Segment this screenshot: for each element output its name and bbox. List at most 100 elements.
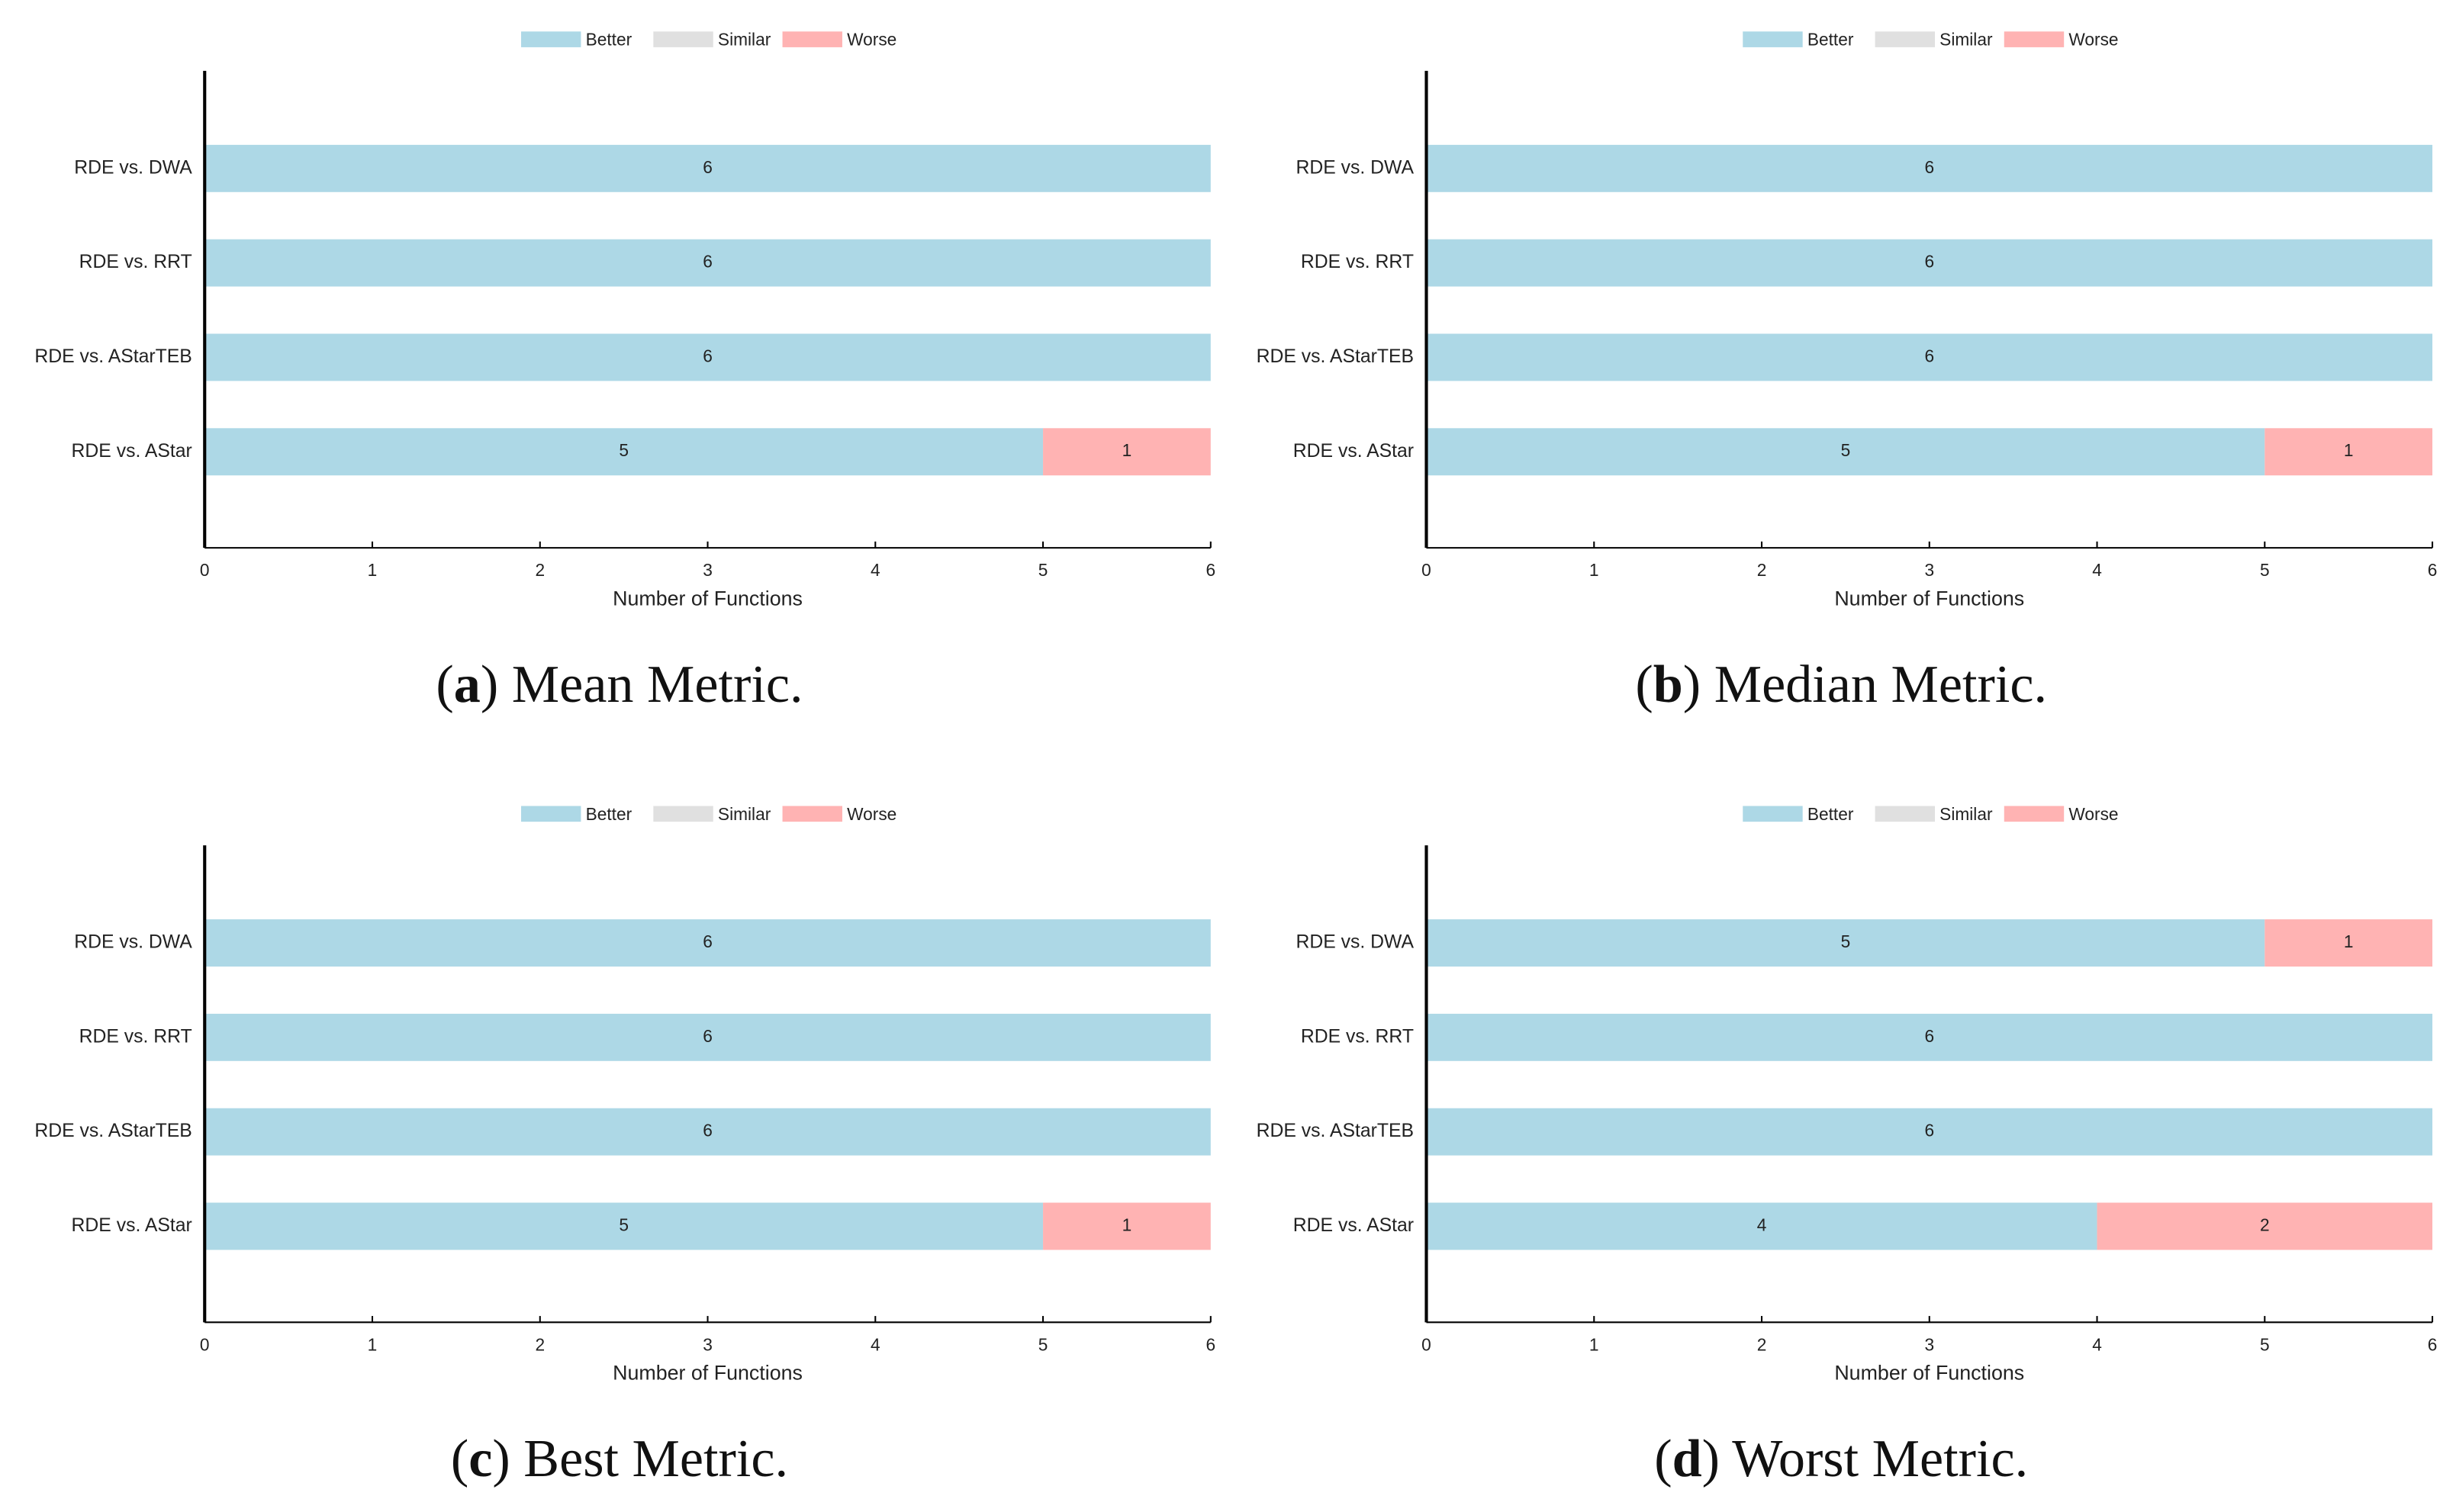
caption-label: b	[1653, 655, 1683, 714]
value-label: 6	[703, 1026, 713, 1046]
legend-label: Similar	[718, 804, 771, 824]
legend-label: Similar	[1939, 804, 1993, 824]
caption-label: c	[468, 1429, 492, 1488]
panel: Better Similar Worse RDE vs. DWA 5 1 RDE vs. R…	[1257, 804, 2438, 1488]
x-tick-label: 2	[535, 1334, 545, 1354]
value-label: 6	[1924, 346, 1934, 365]
caption: (c) Best Metric.	[451, 1429, 788, 1488]
x-tick-label: 6	[2428, 1334, 2438, 1354]
bar-segment	[2264, 919, 2433, 967]
legend-label: Better	[1807, 804, 1854, 824]
bar-segment	[1426, 1108, 2433, 1156]
value-label: 1	[2344, 931, 2354, 951]
x-tick-label: 5	[1038, 1334, 1048, 1354]
x-tick-label: 1	[1589, 1334, 1599, 1354]
value-label: 6	[703, 1121, 713, 1140]
caption-open: (	[451, 1429, 468, 1488]
y-tick-label: RDE vs. AStar	[72, 441, 192, 462]
caption: (a) Mean Metric.	[436, 655, 803, 714]
x-tick-label: 2	[1757, 1334, 1767, 1354]
x-tick-label: 5	[1038, 560, 1048, 580]
x-axis-label: Number of Functions	[1834, 587, 2024, 610]
value-label: 4	[1757, 1214, 1767, 1234]
y-tick-label: RDE vs. DWA	[1296, 932, 1415, 953]
caption-open: (	[1635, 655, 1653, 714]
caption-label: d	[1672, 1429, 1702, 1488]
bar-segment	[1426, 428, 2265, 476]
caption-text: ) Median Metric.	[1683, 655, 2047, 714]
panel: Better Similar Worse RDE vs. DWA 6 RDE vs. RR…	[34, 804, 1215, 1488]
bar-segment	[204, 428, 1044, 476]
x-tick-label: 5	[2260, 560, 2270, 580]
legend-swatch	[1875, 31, 1935, 47]
x-tick-label: 4	[871, 1334, 880, 1354]
x-tick-label: 1	[368, 1334, 378, 1354]
bar-segment	[1426, 1013, 2433, 1061]
value-label: 5	[1841, 931, 1851, 951]
x-tick-label: 0	[200, 560, 210, 580]
legend-label: Worse	[847, 30, 896, 50]
bar-segment	[1043, 428, 1211, 476]
caption: (d) Worst Metric.	[1654, 1429, 2028, 1488]
x-tick-label: 0	[1421, 1334, 1431, 1354]
caption-text: ) Mean Metric.	[481, 655, 803, 714]
y-tick-label: RDE vs. AStar	[72, 1215, 192, 1236]
bar-segment	[1426, 1202, 2097, 1250]
legend-label: Worse	[2068, 30, 2118, 50]
bar-segment	[204, 1108, 1211, 1156]
legend-swatch	[653, 806, 713, 822]
legend-swatch	[521, 806, 581, 822]
legend-label: Similar	[1939, 30, 1993, 50]
y-tick-label: RDE vs. AStarTEB	[1257, 1121, 1414, 1141]
caption-open: (	[1654, 1429, 1672, 1488]
panel: Better Similar Worse RDE vs. DWA 6 RDE vs. RR…	[34, 30, 1215, 714]
x-tick-label: 0	[1421, 560, 1431, 580]
y-tick-label: RDE vs. RRT	[1301, 252, 1414, 272]
x-tick-label: 6	[2428, 560, 2438, 580]
caption-text: ) Worst Metric.	[1702, 1429, 2028, 1488]
value-label: 6	[703, 157, 713, 177]
legend-swatch	[782, 31, 842, 47]
y-tick-label: RDE vs. RRT	[79, 1026, 192, 1047]
caption: (b) Median Metric.	[1635, 655, 2047, 714]
bar-segment	[204, 1013, 1211, 1061]
legend-swatch	[653, 31, 713, 47]
value-label: 5	[619, 440, 629, 460]
value-label: 6	[1924, 252, 1934, 272]
legend-swatch	[1743, 31, 1803, 47]
y-tick-label: RDE vs. DWA	[1296, 157, 1415, 178]
panel: Better Similar Worse RDE vs. DWA 6 RDE vs. RR…	[1257, 30, 2438, 714]
caption-label: a	[454, 655, 481, 714]
bar-segment	[1426, 333, 2433, 381]
legend-label: Worse	[847, 804, 896, 824]
value-label: 6	[703, 346, 713, 365]
value-label: 5	[619, 1214, 629, 1234]
x-tick-label: 0	[200, 1334, 210, 1354]
y-tick-label: RDE vs. AStarTEB	[34, 346, 192, 367]
legend-swatch	[782, 806, 842, 822]
x-tick-label: 6	[1205, 560, 1215, 580]
x-tick-label: 1	[368, 560, 378, 580]
y-tick-label: RDE vs. AStar	[1293, 1215, 1414, 1236]
legend-label: Better	[586, 30, 633, 50]
bar-segment	[1426, 919, 2265, 967]
value-label: 1	[1122, 1214, 1132, 1234]
legend-swatch	[2004, 31, 2065, 47]
bar-segment	[1426, 144, 2433, 192]
bar-segment	[204, 333, 1211, 381]
legend-swatch	[1743, 806, 1803, 822]
y-tick-label: RDE vs. DWA	[74, 932, 192, 953]
x-tick-label: 3	[1924, 560, 1934, 580]
value-label: 5	[1841, 440, 1851, 460]
legend-swatch	[2004, 806, 2065, 822]
bar-segment	[204, 1202, 1044, 1250]
legend-label: Better	[1807, 30, 1854, 50]
legend-swatch	[1875, 806, 1935, 822]
x-tick-label: 3	[703, 1334, 713, 1354]
value-label: 6	[1924, 1026, 1934, 1046]
y-tick-label: RDE vs. AStar	[1293, 441, 1414, 462]
x-tick-label: 1	[1589, 560, 1599, 580]
legend-label: Similar	[718, 30, 771, 50]
caption-text: ) Best Metric.	[492, 1429, 788, 1488]
y-tick-label: RDE vs. AStarTEB	[1257, 346, 1414, 367]
